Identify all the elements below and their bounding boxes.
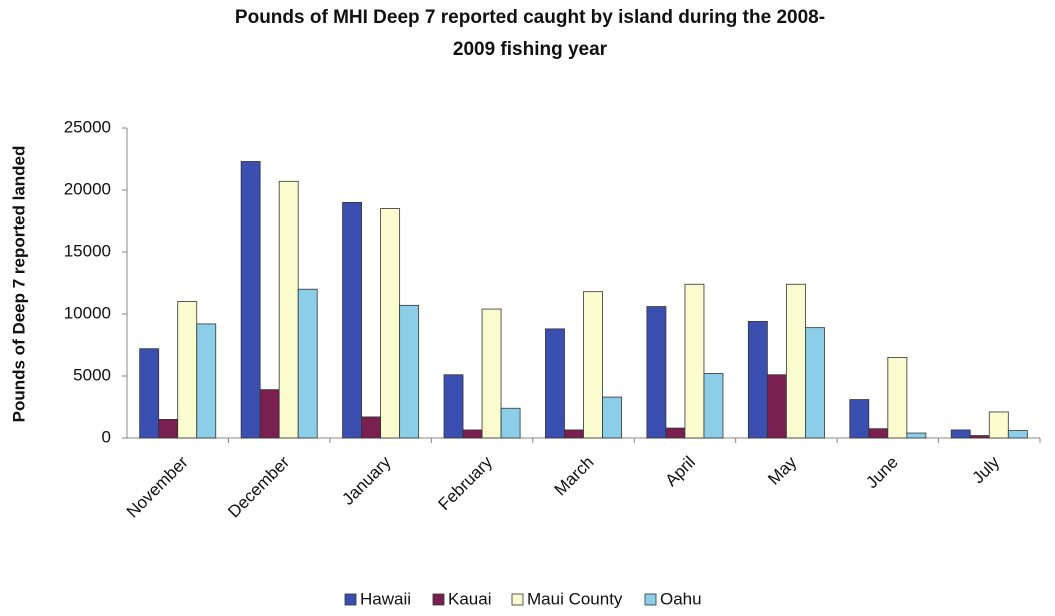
x-tick-label: January bbox=[338, 452, 395, 509]
bar bbox=[399, 304, 420, 439]
bar bbox=[887, 356, 908, 439]
bar bbox=[297, 288, 318, 439]
y-tick-label: 25000 bbox=[64, 117, 111, 136]
bar bbox=[342, 201, 362, 439]
bar bbox=[196, 323, 217, 439]
bar bbox=[158, 418, 179, 439]
legend-swatch bbox=[511, 593, 524, 606]
bar bbox=[805, 327, 825, 439]
legend-swatch bbox=[644, 593, 657, 606]
bar bbox=[583, 291, 603, 439]
bar bbox=[988, 411, 1009, 439]
bar bbox=[545, 328, 565, 439]
bar bbox=[766, 374, 787, 439]
bar bbox=[785, 283, 806, 439]
bar bbox=[868, 428, 889, 439]
bar bbox=[500, 407, 521, 439]
y-tick-label: 15000 bbox=[64, 241, 111, 260]
chart-title: Pounds of MHI Deep 7 reported caught by … bbox=[235, 7, 825, 28]
legend-label: Hawaii bbox=[360, 589, 411, 608]
x-tick-label: July bbox=[968, 452, 1003, 487]
y-tick-label: 0 bbox=[102, 427, 111, 446]
y-axis-label: Pounds of Deep 7 reported landed bbox=[9, 146, 28, 423]
chart-title: 2009 fishing year bbox=[453, 39, 608, 60]
x-tick-label: June bbox=[862, 453, 902, 493]
bar bbox=[1007, 430, 1028, 439]
bar bbox=[703, 373, 724, 439]
bar bbox=[747, 321, 768, 439]
x-tick-label: May bbox=[764, 452, 800, 488]
x-tick-label: December bbox=[224, 452, 293, 521]
bar bbox=[849, 399, 870, 439]
legend-label: Kauai bbox=[448, 589, 491, 608]
bar bbox=[969, 435, 990, 439]
legend-swatch bbox=[344, 593, 357, 606]
y-tick-label: 20000 bbox=[64, 179, 111, 198]
bar bbox=[602, 396, 622, 439]
legend-swatch bbox=[432, 593, 445, 606]
bar bbox=[462, 429, 483, 439]
x-tick-label: February bbox=[435, 452, 497, 514]
bar bbox=[259, 389, 280, 439]
bar bbox=[361, 416, 382, 439]
bar bbox=[646, 306, 667, 439]
y-tick-label: 10000 bbox=[64, 303, 111, 322]
bar bbox=[139, 348, 160, 439]
x-tick-label: November bbox=[123, 452, 192, 521]
bar bbox=[240, 161, 261, 439]
bar bbox=[481, 308, 502, 439]
bar bbox=[443, 374, 464, 439]
bar bbox=[177, 301, 198, 439]
legend-label: Maui County bbox=[527, 589, 623, 608]
bar bbox=[684, 283, 705, 439]
legend-label: Oahu bbox=[660, 589, 702, 608]
x-tick-label: March bbox=[551, 453, 598, 500]
bar bbox=[380, 208, 401, 439]
bar bbox=[278, 180, 299, 439]
bar bbox=[665, 427, 686, 439]
y-tick-label: 5000 bbox=[73, 365, 111, 384]
bar bbox=[564, 429, 584, 439]
bar bbox=[950, 429, 971, 439]
bar bbox=[906, 432, 927, 439]
x-tick-label: April bbox=[661, 453, 698, 490]
